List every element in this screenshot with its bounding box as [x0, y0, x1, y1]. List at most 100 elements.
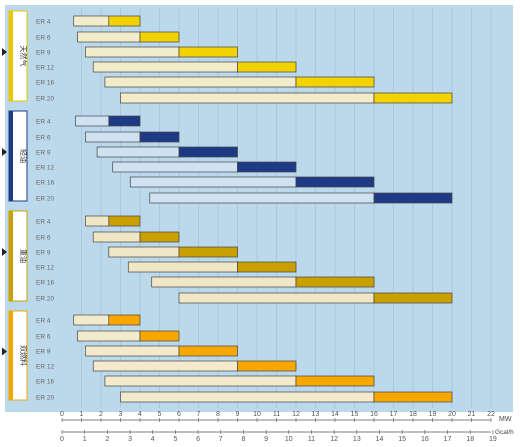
- bar-range: [129, 176, 297, 188]
- row-label: ER 6: [36, 135, 51, 142]
- x-tick-label-gcal: 2: [105, 436, 109, 443]
- row-label: ER 12: [36, 65, 54, 72]
- row-label: ER 16: [36, 80, 54, 87]
- x-tick-label-gcal: 11: [308, 436, 315, 443]
- bar-peak: [139, 131, 180, 143]
- group-marker-icon: [2, 148, 7, 156]
- x-tick-label-mw: 5: [158, 411, 162, 418]
- row-label: ER 20: [36, 196, 54, 203]
- bar-peak: [108, 215, 141, 227]
- x-tick-label-mw: 7: [197, 411, 201, 418]
- row-label: ER 9: [36, 150, 51, 157]
- x-tick-label-gcal: 15: [398, 436, 406, 443]
- x-tick-label-mw: 15: [351, 411, 359, 418]
- x-tick-label-mw: 20: [448, 411, 456, 418]
- x-tick-label-mw: 6: [177, 411, 181, 418]
- group-name: 轻油: [19, 149, 28, 163]
- x-tick-label-mw: 9: [236, 411, 240, 418]
- row-label: ER 4: [36, 318, 51, 325]
- bar-peak: [373, 292, 453, 304]
- bar-peak: [108, 115, 141, 127]
- bar-range: [149, 192, 375, 204]
- bar-range: [85, 345, 180, 357]
- group-name: 双燃料: [19, 345, 28, 366]
- row-label: ER 4: [36, 119, 51, 126]
- row-label: ER 9: [36, 250, 51, 257]
- bar-range: [75, 115, 110, 127]
- x-tick-label-gcal: 12: [330, 436, 338, 443]
- bar-peak: [178, 46, 238, 58]
- bar-range: [92, 231, 141, 243]
- x-tick-label-gcal: 19: [489, 436, 497, 443]
- row-label: ER 12: [36, 265, 54, 272]
- bar-range: [151, 276, 297, 288]
- bar-peak: [237, 161, 297, 173]
- x-axis-unit-gcal: Gcal/h: [495, 429, 514, 436]
- x-tick-label-mw: 1: [80, 411, 84, 418]
- bar-peak: [178, 146, 238, 158]
- x-tick-label-gcal: 9: [264, 436, 268, 443]
- row-label: ER 6: [36, 334, 51, 341]
- bar-range: [73, 15, 110, 27]
- x-tick-label-gcal: 17: [444, 436, 452, 443]
- bar-peak: [139, 31, 180, 43]
- group-frame-bar: [9, 11, 13, 101]
- bar-peak: [108, 314, 141, 326]
- group-name: 重油: [19, 249, 28, 263]
- group-name: 天然气: [19, 46, 28, 67]
- bar-peak: [295, 76, 375, 88]
- x-tick-label-gcal: 10: [285, 436, 293, 443]
- row-label: ER 4: [36, 219, 51, 226]
- x-tick-label-mw: 11: [273, 411, 280, 418]
- x-tick-label-gcal: 1: [83, 436, 87, 443]
- row-label: ER 20: [36, 395, 54, 402]
- bar-peak: [295, 276, 375, 288]
- bar-peak: [237, 261, 297, 273]
- bar-range: [120, 391, 375, 403]
- bar-peak: [295, 176, 375, 188]
- x-tick-label-mw: 3: [119, 411, 123, 418]
- x-tick-label-gcal: 8: [241, 436, 245, 443]
- bar-peak: [373, 92, 453, 104]
- row-label: ER 20: [36, 296, 54, 303]
- x-tick-label-mw: 13: [312, 411, 320, 418]
- x-tick-label-mw: 8: [216, 411, 220, 418]
- x-tick-label-gcal: 6: [196, 436, 200, 443]
- bar-peak: [139, 330, 180, 342]
- group-frame-bar: [9, 211, 13, 301]
- bar-range: [178, 292, 375, 304]
- x-tick-label-mw: 22: [487, 411, 495, 418]
- x-tick-label-mw: 21: [468, 411, 476, 418]
- x-tick-label-mw: 4: [138, 411, 142, 418]
- bar-peak: [139, 231, 180, 243]
- bar-range: [104, 375, 297, 387]
- bar-peak: [178, 246, 238, 258]
- bar-range: [85, 215, 110, 227]
- x-tick-label-mw: 0: [60, 411, 64, 418]
- row-label: ER 9: [36, 50, 51, 57]
- bar-range: [85, 131, 141, 143]
- row-label: ER 16: [36, 280, 54, 287]
- bar-range: [85, 46, 180, 58]
- bar-peak: [237, 61, 297, 73]
- bar-range: [108, 246, 180, 258]
- group-marker-icon: [2, 248, 7, 256]
- bar-peak: [373, 391, 453, 403]
- row-label: ER 4: [36, 19, 51, 26]
- x-tick-label-gcal: 13: [353, 436, 361, 443]
- x-tick-label-mw: 17: [390, 411, 398, 418]
- group-frame-bar: [9, 311, 13, 400]
- bar-range: [73, 314, 110, 326]
- x-axis-unit-mw: MW: [499, 416, 512, 423]
- row-label: ER 12: [36, 165, 54, 172]
- chart-panel: [5, 5, 513, 412]
- row-label: ER 20: [36, 96, 54, 103]
- bar-peak: [178, 345, 238, 357]
- bar-peak: [295, 375, 375, 387]
- x-tick-label-mw: 10: [253, 411, 261, 418]
- x-tick-label-gcal: 5: [173, 436, 177, 443]
- x-tick-label-mw: 16: [370, 411, 378, 418]
- x-tick-label-mw: 18: [409, 411, 417, 418]
